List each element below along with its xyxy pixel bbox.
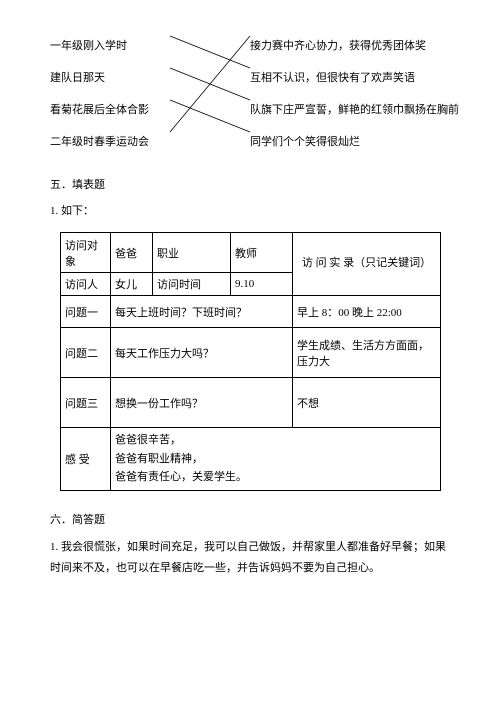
match-right-item: 互相不认识，但很快有了欢声笑语 xyxy=(250,62,470,94)
cell-interviewer-label: 访问人 xyxy=(61,273,111,296)
cell-q2-label: 问题二 xyxy=(61,328,111,378)
cell-occupation: 教师 xyxy=(231,233,293,273)
section-5-item-1: 1. 如下： xyxy=(50,202,450,218)
cell-q2-answer: 学生成绩、生活方方面面，压力大 xyxy=(293,328,441,378)
cell-feel-label: 感 受 xyxy=(61,428,111,491)
section-5-title: 五．填表题 xyxy=(50,176,450,192)
cell-record-header: 访 问 实 录（只记关键词） xyxy=(293,233,441,296)
match-right-item: 队旗下庄严宣誓，鲜艳的红领巾飘扬在胸前 xyxy=(250,94,470,126)
cell-interviewee-label: 访问对象 xyxy=(61,233,111,273)
match-right-item: 同学们个个笑得很灿烂 xyxy=(250,126,470,158)
cell-q3-answer: 不想 xyxy=(293,378,441,428)
cell-q1-question: 每天上班时间？下班时间？ xyxy=(111,296,293,328)
table-row: 感 受 爸爸很辛苦， 爸爸有职业精神， 爸爸有责任心，关爱学生。 xyxy=(61,428,441,491)
matching-left-column: 一年级刚入学时 建队日那天 看菊花展后全体合影 二年级时春季运动会 xyxy=(50,30,180,158)
cell-occupation-label: 职业 xyxy=(153,233,231,273)
cell-interviewee: 爸爸 xyxy=(111,233,153,273)
table-row: 问题三 想换一份工作吗？ 不想 xyxy=(61,378,441,428)
cell-feel-text: 爸爸很辛苦， 爸爸有职业精神， 爸爸有责任心，关爱学生。 xyxy=(111,428,441,491)
match-left-item: 一年级刚入学时 xyxy=(50,30,180,62)
match-left-item: 二年级时春季运动会 xyxy=(50,126,180,158)
cell-interviewer: 女儿 xyxy=(111,273,153,296)
interview-table: 访问对象 爸爸 职业 教师 访 问 实 录（只记关键词） 访问人 女儿 访问时间… xyxy=(60,232,441,491)
table-row: 访问对象 爸爸 职业 教师 访 问 实 录（只记关键词） xyxy=(61,233,441,273)
table-row: 问题二 每天工作压力大吗？ 学生成绩、生活方方面面，压力大 xyxy=(61,328,441,378)
section-6-item-1: 1. 我会很慌张，如果时间充足，我可以自己做饭，并帮家里人都准备好早餐；如果时间… xyxy=(50,537,450,579)
match-left-item: 建队日那天 xyxy=(50,62,180,94)
cell-q1-answer: 早上 8：00 晚上 22:00 xyxy=(293,296,441,328)
cell-time-label: 访问时间 xyxy=(153,273,231,296)
cell-q3-label: 问题三 xyxy=(61,378,111,428)
match-left-item: 看菊花展后全体合影 xyxy=(50,94,180,126)
cell-q1-label: 问题一 xyxy=(61,296,111,328)
cell-q2-question: 每天工作压力大吗？ xyxy=(111,328,293,378)
cell-time: 9.10 xyxy=(231,273,293,296)
table-row: 问题一 每天上班时间？下班时间？ 早上 8：00 晚上 22:00 xyxy=(61,296,441,328)
section-6-title: 六．简答题 xyxy=(50,511,450,527)
match-right-item: 接力赛中齐心协力，获得优秀团体奖 xyxy=(250,30,470,62)
cell-q3-question: 想换一份工作吗？ xyxy=(111,378,293,428)
matching-right-column: 接力赛中齐心协力，获得优秀团体奖 互相不认识，但很快有了欢声笑语 队旗下庄严宣誓… xyxy=(250,30,470,158)
matching-block: 一年级刚入学时 建队日那天 看菊花展后全体合影 二年级时春季运动会 接力赛中齐心… xyxy=(50,30,450,160)
